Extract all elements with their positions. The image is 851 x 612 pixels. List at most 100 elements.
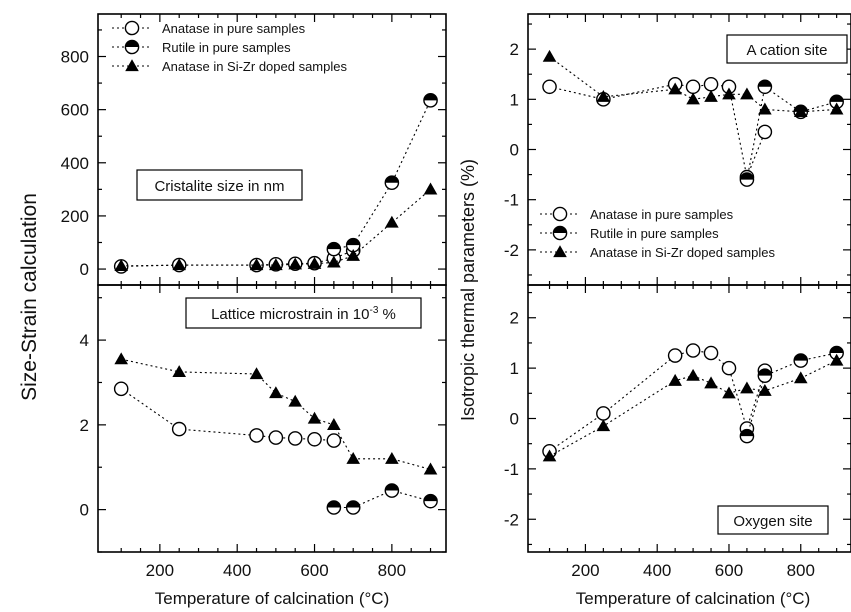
half-circle-marker: [552, 225, 568, 241]
x-tick-label: 400: [223, 561, 251, 580]
filled-triangle-marker: [269, 258, 283, 271]
panel-top-right: -2 -1 0 1 2 A cation site Anatase in pure samp…: [504, 13, 851, 286]
filled-triangle-marker: [385, 451, 399, 464]
half-circle-fill: [740, 429, 754, 437]
y-tick-label: 0: [510, 410, 519, 429]
x-tick-label: 800: [787, 561, 815, 580]
half-circle-fill: [830, 346, 844, 354]
filled-triangle-marker: [722, 386, 736, 399]
open-circle-marker: [542, 79, 557, 95]
filled-triangle-marker: [596, 419, 611, 432]
filled-triangle-marker: [740, 381, 754, 394]
half-circle-fill: [423, 494, 438, 502]
filled-triangle-marker: [249, 367, 264, 380]
filled-triangle-marker: [668, 82, 682, 95]
half-circle-marker: [757, 79, 773, 95]
open-circle-marker: [596, 406, 611, 421]
filled-triangle-marker: [114, 259, 128, 271]
filled-triangle-marker: [307, 256, 322, 269]
half-circle-marker: [423, 93, 438, 108]
left-panels: Size-Strain calculation Temperature of c…: [18, 193, 389, 608]
filled-triangle-marker: [668, 373, 682, 386]
y-tick-label: 4: [80, 331, 89, 350]
filled-triangle-marker: [758, 102, 772, 115]
filled-triangle-marker: [327, 255, 341, 268]
y-tick-label: 0: [510, 141, 519, 160]
legend-label: Anatase in pure samples: [162, 21, 306, 36]
y-tick-label: -1: [504, 191, 519, 210]
series-line: [549, 56, 837, 113]
filled-triangle-marker: [829, 353, 844, 366]
half-circle-fill: [553, 226, 567, 233]
filled-triangle-marker: [758, 383, 772, 396]
open-circle-marker: [757, 124, 773, 140]
annotation-box: [185, 297, 422, 329]
filled-triangle-marker: [596, 90, 611, 102]
y-tick-label: 2: [510, 309, 519, 328]
open-circle-marker: [721, 360, 737, 376]
open-circle-marker: [667, 348, 683, 363]
series-line: [333, 489, 431, 509]
legend-label: Anatase in Si-Zr doped samples: [590, 245, 775, 260]
series-line: [549, 83, 766, 180]
annotation-box: [726, 34, 848, 64]
half-circle-fill: [794, 353, 808, 361]
half-circle-marker: [739, 172, 755, 187]
filled-triangle-marker: [829, 102, 844, 115]
y-tick-label: -2: [504, 510, 519, 529]
series-line: [333, 100, 431, 250]
y-tick-label: 600: [61, 101, 89, 120]
filled-triangle-marker: [346, 451, 360, 464]
filled-triangle-marker: [327, 418, 341, 430]
half-circle-fill: [385, 176, 399, 183]
filled-triangle-marker: [793, 371, 808, 384]
half-circle-marker: [345, 237, 361, 253]
x-tick-label: 600: [300, 561, 328, 580]
filled-triangle-marker: [542, 449, 557, 462]
series-line: [121, 188, 431, 267]
x-tick-label: 600: [715, 561, 743, 580]
legend-label: Anatase in pure samples: [590, 207, 734, 222]
half-circle-fill: [125, 40, 139, 47]
half-circle-marker: [739, 428, 755, 444]
y-tick-label: 1: [510, 90, 519, 109]
y-tick-label: 2: [510, 40, 519, 59]
filled-triangle-marker: [704, 90, 718, 102]
x-tick-label: 400: [643, 561, 671, 580]
filled-triangle-marker: [307, 411, 322, 424]
right-y-axis-title: Isotropic thermal parameters (%): [458, 159, 478, 421]
open-circle-marker: [703, 76, 719, 92]
legend-label: Rutile in pure samples: [162, 40, 291, 55]
open-circle-marker: [685, 343, 701, 358]
filled-triangle-marker: [385, 215, 399, 228]
annotation-box: [136, 169, 303, 201]
open-circle-marker: [552, 206, 568, 222]
y-tick-label: 200: [61, 207, 89, 226]
y-tick-label: 400: [61, 154, 89, 173]
filled-triangle-marker: [346, 248, 360, 261]
panel-bottom-right: 200 400 600 800 -2 -1 0 1 2 Oxygen site: [504, 284, 851, 580]
open-circle-marker: [171, 421, 187, 437]
half-circle-fill: [758, 369, 772, 376]
series-line: [120, 388, 334, 442]
filled-triangle-marker: [423, 182, 438, 195]
half-circle-marker: [124, 39, 140, 55]
half-circle-fill: [385, 483, 399, 491]
legend-label: Anatase in Si-Zr doped samples: [162, 59, 347, 74]
filled-triangle-marker: [172, 258, 186, 271]
left-y-axis-title: Size-Strain calculation: [18, 193, 41, 401]
y-tick-label: 800: [61, 48, 89, 67]
series-line: [746, 85, 837, 180]
open-circle-marker: [268, 430, 284, 445]
half-circle-marker: [829, 94, 844, 110]
open-circle-marker: [249, 428, 264, 443]
half-circle-marker: [423, 493, 438, 509]
half-circle-fill: [327, 500, 341, 508]
half-circle-marker: [326, 500, 342, 515]
panel-bottom-left: 200 400 600 800 0 2 4 Lattice microstrain in 10…: [80, 284, 447, 580]
filled-triangle-marker: [172, 365, 186, 377]
filled-triangle-marker: [288, 394, 302, 407]
half-circle-fill: [346, 238, 360, 246]
x-tick-label: 800: [378, 561, 406, 580]
